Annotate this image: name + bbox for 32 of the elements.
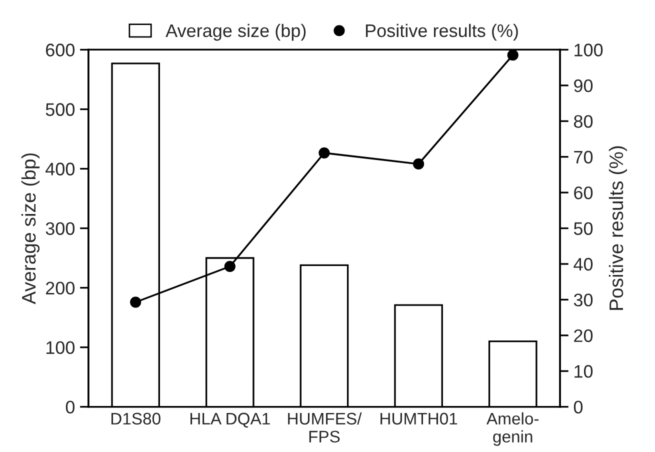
y2-tick-label: 60	[574, 186, 593, 200]
y2-tick-label: 70	[574, 150, 593, 164]
point	[130, 296, 142, 308]
legend-label: Positive results (%)	[366, 24, 518, 41]
y-tick-label: 200	[46, 282, 75, 294]
y2-tick-label: 50	[574, 222, 593, 235]
y2-tick-label: 20	[574, 329, 593, 342]
x-tick-label: Amelo- genin	[486, 412, 539, 446]
y-tick-label: 400	[46, 162, 75, 176]
y-tick-label: 600	[46, 44, 75, 56]
y2-tick-label: 80	[574, 115, 593, 128]
point	[224, 260, 236, 272]
point	[507, 50, 518, 61]
y2-tick-label: 0	[574, 400, 583, 414]
y2-tick-label: 40	[574, 258, 593, 271]
point	[318, 147, 330, 158]
point	[412, 158, 424, 170]
y2-tick-label: 100	[574, 44, 603, 56]
y2-axis-title: Positive results (%)	[608, 146, 628, 310]
legend-label: Average size (bp)	[166, 24, 306, 41]
y-axis-title: Average size (bp)	[21, 153, 40, 304]
y-tick-label: 0	[66, 400, 75, 414]
x-tick-label: HUMTH01	[380, 412, 458, 425]
y-tick-label: 300	[46, 222, 75, 235]
y2-tick-label: 10	[574, 365, 593, 378]
y2-tick-label: 30	[574, 294, 593, 306]
y2-tick-label: 90	[574, 79, 593, 92]
x-tick-label: HLA DQA1	[190, 412, 270, 428]
y-tick-label: 100	[46, 341, 75, 354]
x-tick-label: D1S80	[111, 412, 160, 425]
x-tick-label: HUMFES/ FPS	[288, 412, 362, 443]
y-tick-label: 500	[46, 103, 75, 116]
